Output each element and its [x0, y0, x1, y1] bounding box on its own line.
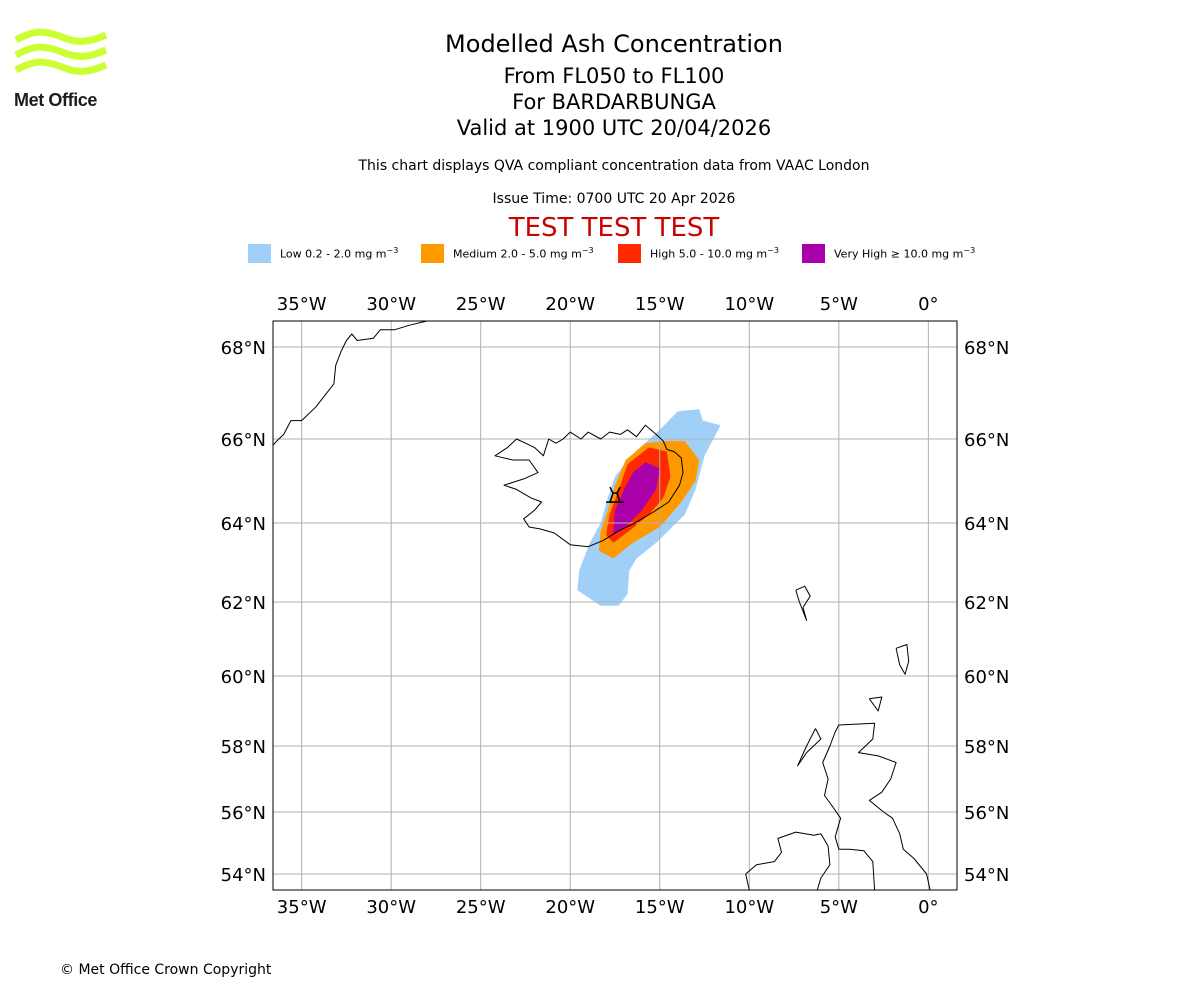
axis-tick-labels: 35°W 35°W 30°W 30°W 25°W 25°W 20°W 20°W 15°W 15°W… — [221, 294, 1010, 918]
lon-tick-label-bottom: 0° — [918, 897, 938, 918]
valid-time: Valid at 1900 UTC 20/04/2026 — [456, 116, 772, 140]
lat-tick-label-right: 68°N — [964, 338, 1009, 359]
lat-tick-label-left: 64°N — [221, 514, 266, 535]
legend-swatch-very-high — [802, 244, 825, 263]
lon-tick-label-top: 15°W — [635, 294, 685, 315]
chart-title: Modelled Ash Concentration — [445, 30, 783, 58]
coastline — [745, 831, 822, 890]
met-office-wordmark: Met Office — [14, 90, 98, 110]
lat-tick-label-right: 60°N — [964, 667, 1009, 688]
copyright-notice: © Met Office Crown Copyright — [60, 962, 272, 978]
flight-level-range: From FL050 to FL100 — [503, 64, 725, 88]
legend-label-medium: Medium 2.0 - 5.0 mg m−3 — [453, 246, 594, 261]
legend-swatch-medium — [421, 244, 444, 263]
met-office-waves-icon — [14, 28, 108, 75]
lat-tick-label-left: 62°N — [221, 593, 266, 614]
lon-tick-label-top: 20°W — [545, 294, 595, 315]
lon-tick-label-bottom: 5°W — [820, 897, 858, 918]
lon-tick-label-bottom: 35°W — [277, 897, 327, 918]
ash-zone-very-high — [613, 462, 660, 535]
coastline — [816, 833, 831, 890]
issue-time: Issue Time: 0700 UTC 20 Apr 2026 — [492, 191, 736, 207]
volcano-plume-left — [609, 486, 614, 494]
met-office-logo: Met Office — [14, 28, 110, 114]
legend-label-very-high: Very High ≥ 10.0 mg m−3 — [834, 246, 976, 261]
lon-tick-label-bottom: 10°W — [724, 897, 774, 918]
coastline — [822, 724, 876, 890]
lat-tick-label-left: 58°N — [221, 737, 266, 758]
lat-tick-label-right: 64°N — [964, 514, 1009, 535]
lon-tick-label-bottom: 25°W — [456, 897, 506, 918]
lat-tick-label-left: 68°N — [221, 338, 266, 359]
lat-tick-label-right: 54°N — [964, 865, 1009, 886]
lon-tick-label-top: 25°W — [456, 294, 506, 315]
test-banner: TEST TEST TEST — [508, 213, 720, 243]
coastline — [838, 722, 931, 890]
volcano-name: For BARDARBUNGA — [512, 90, 716, 114]
lat-tick-label-left: 66°N — [221, 430, 266, 451]
lat-tick-label-right: 62°N — [964, 593, 1009, 614]
lat-tick-label-left: 60°N — [221, 667, 266, 688]
lat-tick-label-left: 54°N — [221, 865, 266, 886]
legend-swatch-low — [248, 244, 271, 263]
lat-tick-label-right: 56°N — [964, 803, 1009, 824]
coastline — [273, 321, 428, 446]
map-frame — [272, 320, 958, 891]
lat-tick-label-left: 56°N — [221, 803, 266, 824]
coastline — [494, 424, 684, 548]
lon-tick-label-bottom: 15°W — [635, 897, 685, 918]
lon-tick-label-bottom: 30°W — [366, 897, 416, 918]
coastline — [868, 696, 883, 712]
lon-tick-label-top: 10°W — [724, 294, 774, 315]
legend-label-low: Low 0.2 - 2.0 mg m−3 — [280, 246, 399, 261]
volcano-marker-icon — [606, 486, 624, 503]
legend-label-high: High 5.0 - 10.0 mg m−3 — [650, 246, 779, 261]
coastline — [797, 728, 822, 767]
lon-tick-label-top: 35°W — [277, 294, 327, 315]
coastline — [795, 585, 811, 621]
legend-swatch-high — [618, 244, 641, 263]
volcano-plume-right — [616, 486, 621, 494]
coastline — [895, 644, 910, 675]
lon-tick-label-bottom: 20°W — [545, 897, 595, 918]
lon-tick-label-top: 0° — [918, 294, 938, 315]
lat-tick-label-right: 58°N — [964, 737, 1009, 758]
lon-tick-label-top: 30°W — [366, 294, 416, 315]
lon-tick-label-top: 5°W — [820, 294, 858, 315]
map-plot-area — [273, 321, 957, 890]
lat-tick-label-right: 66°N — [964, 430, 1009, 451]
chart-subtitle: This chart displays QVA compliant concen… — [358, 158, 870, 174]
